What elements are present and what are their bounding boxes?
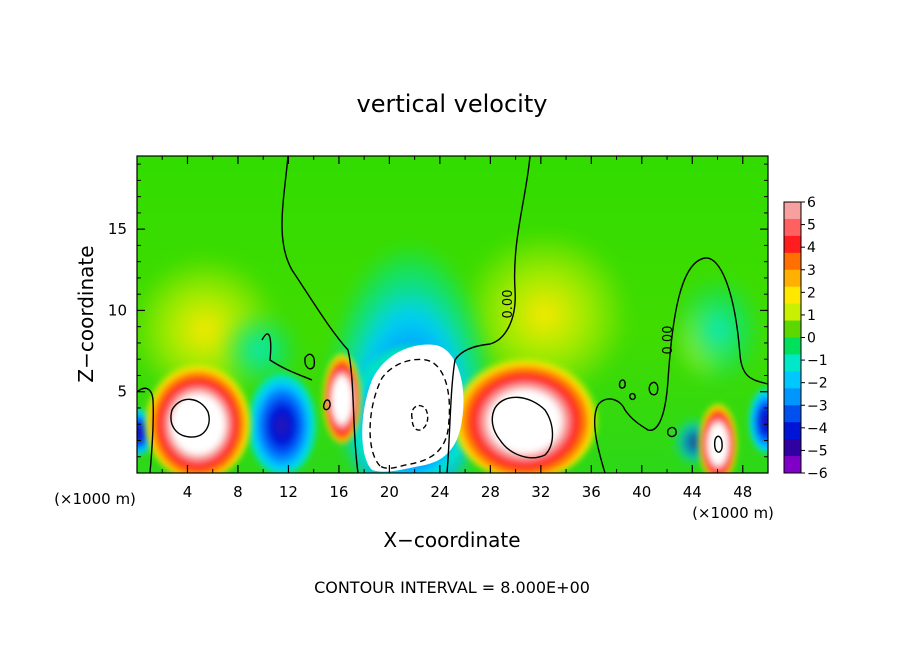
updraft-46km <box>698 398 738 473</box>
colorbar-tick-label: 1 <box>807 308 816 324</box>
colorbar-swatch <box>784 218 801 237</box>
colorbar-swatch <box>784 354 801 372</box>
plot-frame <box>136 155 769 474</box>
x-tick-label: 8 <box>233 483 243 501</box>
x-tick-label: 16 <box>329 483 348 501</box>
colorbar-tick-label: 0 <box>807 331 816 347</box>
downdraft-right-edge <box>748 383 768 453</box>
colorbar-swatch <box>784 337 801 355</box>
contour-updraft-31km <box>491 396 554 459</box>
zero-contour-a <box>281 156 359 473</box>
x-tick-label: 44 <box>683 483 702 501</box>
y-tick-label: 5 <box>117 383 127 401</box>
chart-title: vertical velocity <box>357 90 548 118</box>
contour-label: 0.00 <box>661 326 676 355</box>
colorbar: 6 5 4 3 2 1 0 −1 −2 −3 −4 −5 −6 <box>783 195 828 482</box>
colorbar-tick-label: 5 <box>807 218 816 234</box>
colorbar-tick-label: 4 <box>807 240 816 256</box>
contour-small-7 <box>666 426 677 438</box>
contour-lines <box>137 156 768 473</box>
contour-small-1 <box>304 353 316 370</box>
colorbar-swatch <box>784 456 801 474</box>
haze-cyan-right <box>673 275 763 385</box>
zero-contour-b <box>446 156 531 473</box>
colorbar-swatch <box>784 303 801 322</box>
updraft-31km <box>450 350 600 473</box>
downdraft-12km <box>246 365 318 473</box>
y-axis-title: Z−coordinate <box>74 245 98 382</box>
colorbar-tick-label: −2 <box>807 376 828 392</box>
colorbar-swatch <box>784 320 801 338</box>
y-tick-label: 15 <box>108 220 127 238</box>
colorbar-tick-label: −3 <box>807 398 828 414</box>
colorbar-swatch <box>784 439 801 457</box>
updraft-16km <box>322 347 362 443</box>
x-tick-label: 24 <box>430 483 449 501</box>
colorbar-tick-label: −1 <box>807 353 828 369</box>
x-tick-label: 48 <box>733 483 752 501</box>
white-core-21km <box>362 344 464 472</box>
colorbar-swatch <box>784 405 801 423</box>
colorbar-swatch <box>784 235 801 254</box>
contour-small-2 <box>322 399 331 411</box>
x-tick-label: 12 <box>279 483 298 501</box>
colorbar-swatch <box>784 252 801 271</box>
contour-label: 0.00 <box>501 290 516 319</box>
x-tick-label: 36 <box>582 483 601 501</box>
colorbar-swatch <box>784 371 801 389</box>
zero-contour-right <box>597 257 768 431</box>
colorbar-tick-label: 3 <box>807 263 816 279</box>
x-axis-ticks: 4 8 12 16 20 24 28 32 36 40 44 48 <box>161 156 752 501</box>
colorbar-swatch <box>784 286 801 305</box>
contour-small-3 <box>618 379 626 389</box>
zero-contour-c <box>261 333 313 381</box>
x-right-unit-label: (×1000 m) <box>692 504 774 522</box>
contour-small-6 <box>629 392 636 401</box>
colorbar-swatch <box>784 202 801 220</box>
colorbar-tick-label: −6 <box>807 466 828 482</box>
x-axis-title: X−coordinate <box>383 528 520 552</box>
colorbar-swatch <box>784 388 801 406</box>
x-left-unit-label: (×1000 m) <box>54 490 136 508</box>
colorbar-swatch <box>784 422 801 440</box>
zero-contour-d <box>594 404 606 473</box>
x-tick-label: 20 <box>380 483 399 501</box>
colorbar-tick-label: −4 <box>807 421 828 437</box>
colorbar-swatch <box>784 269 801 288</box>
colorbar-tick-label: −5 <box>807 443 828 459</box>
contour-neg-dashed-inner <box>410 404 429 431</box>
x-tick-label: 4 <box>183 483 193 501</box>
x-tick-label: 32 <box>531 483 550 501</box>
colorbar-tick-label: 6 <box>807 195 816 211</box>
contour-small-5 <box>713 435 723 453</box>
contour-neg-dashed-outer <box>369 358 451 469</box>
plot-area <box>137 156 768 473</box>
updraft-4km <box>143 356 253 473</box>
x-tick-label: 28 <box>481 483 500 501</box>
x-tick-label: 40 <box>632 483 651 501</box>
y-tick-label: 10 <box>108 301 127 319</box>
contour-updraft-4km <box>170 398 210 438</box>
contour-small-4 <box>648 381 659 396</box>
y-axis-ticks: 5 10 15 <box>108 163 768 458</box>
colorbar-tick-label: 2 <box>807 285 816 301</box>
contour-interval-note: CONTOUR INTERVAL = 8.000E+00 <box>314 578 590 597</box>
zero-contour-left <box>137 387 154 473</box>
